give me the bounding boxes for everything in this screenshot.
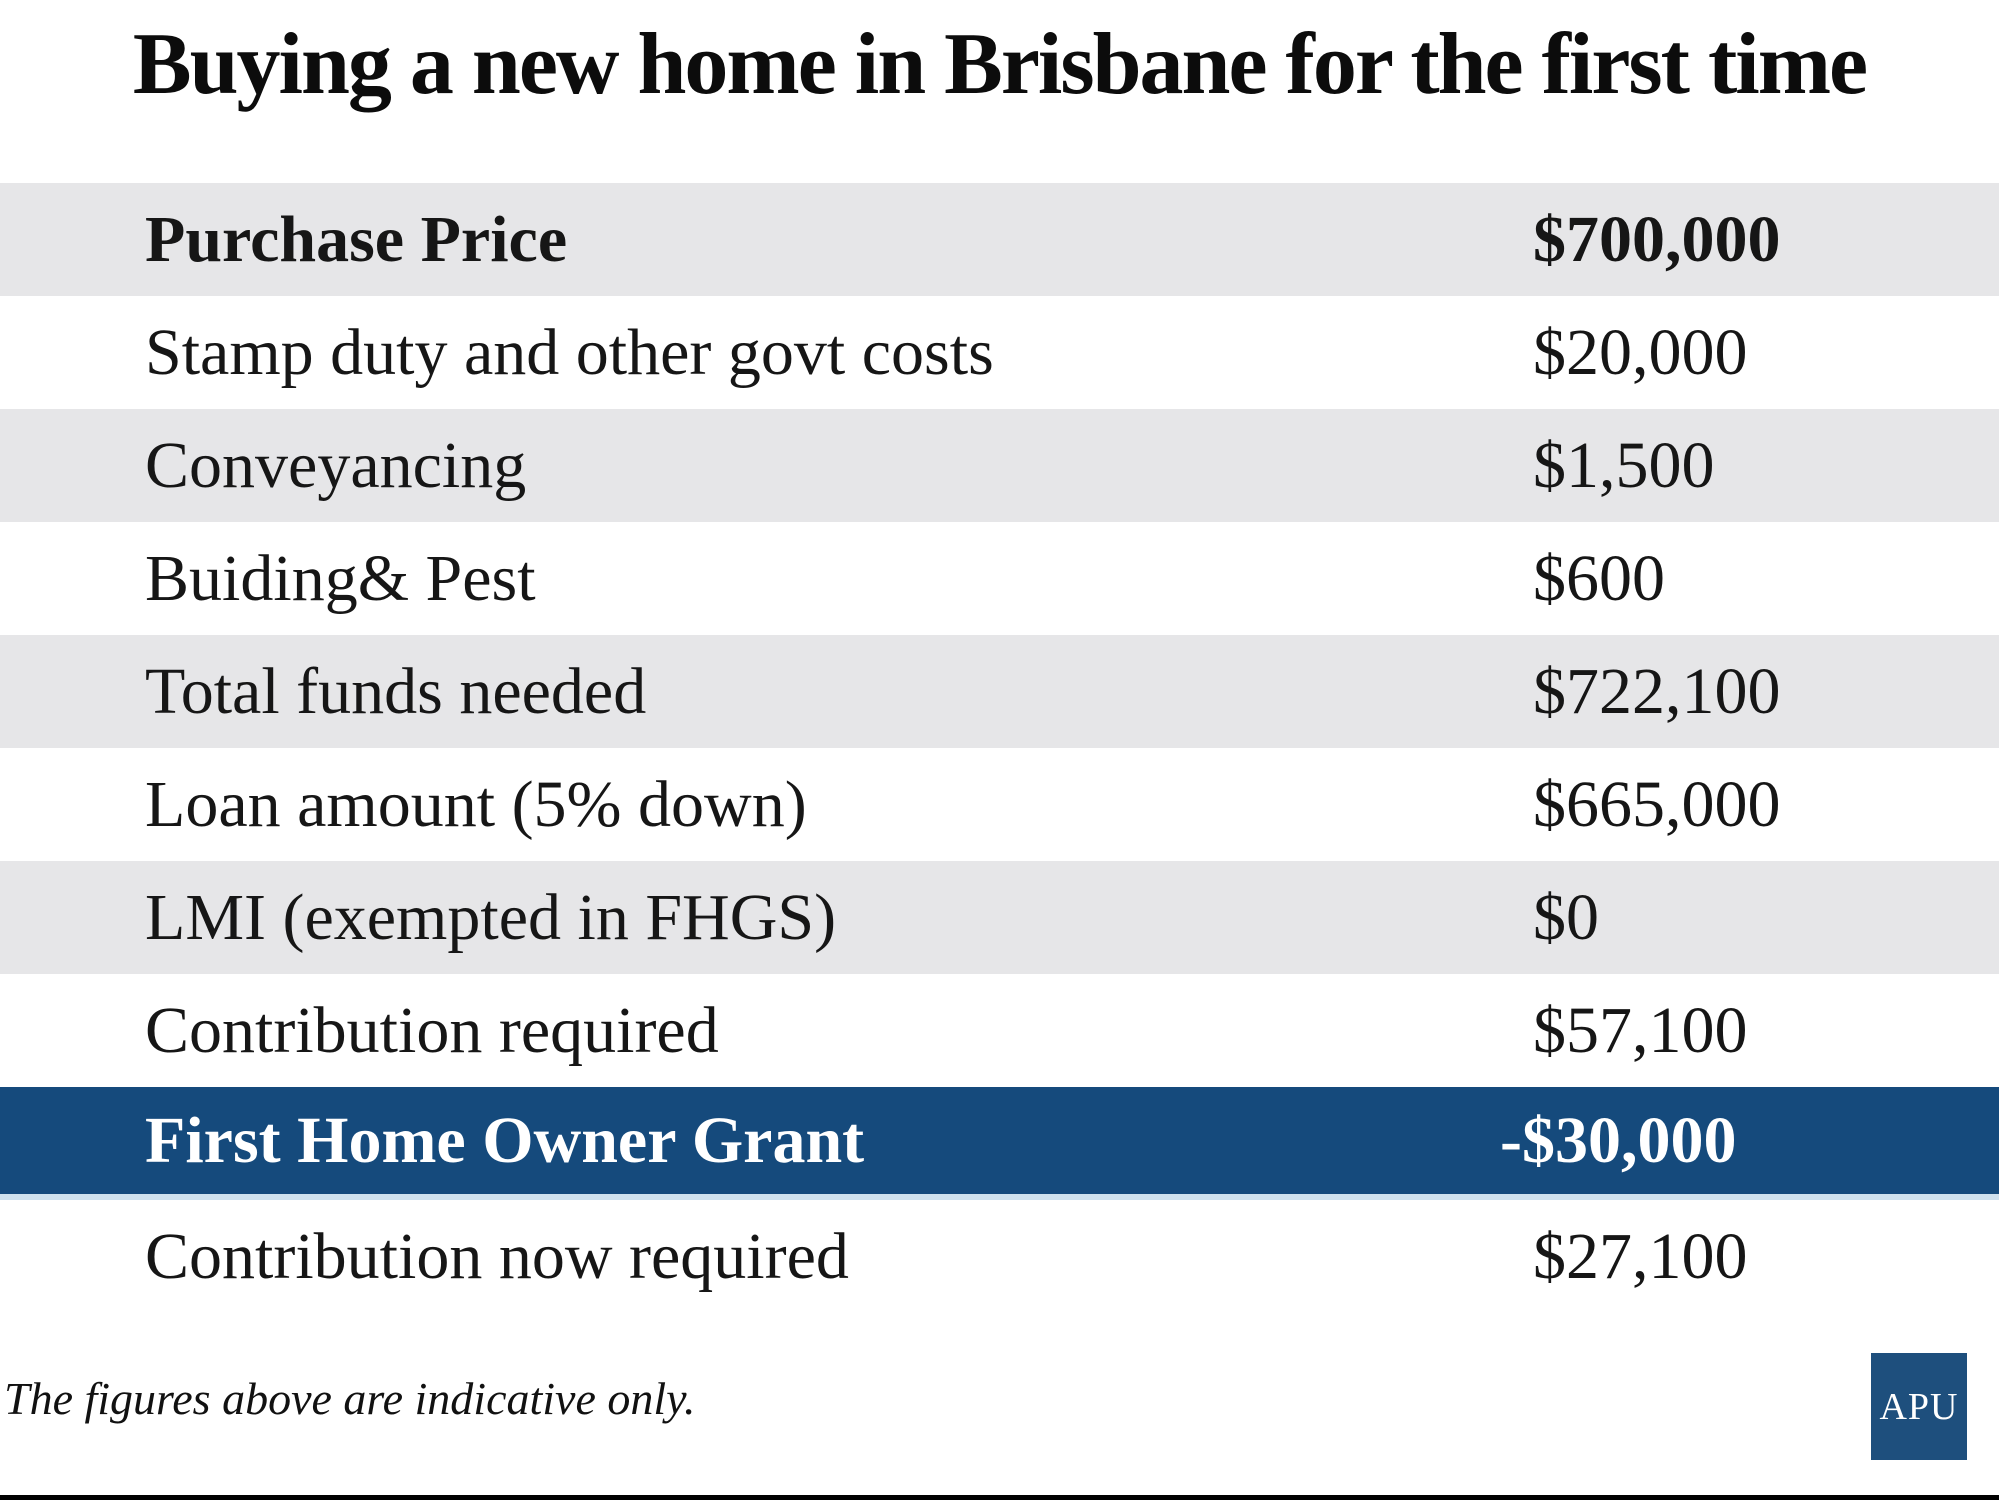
row-value: $700,000 [1533,202,1781,276]
table-row: Purchase Price $700,000 [0,183,1999,296]
row-label: Contribution now required [145,1219,849,1293]
cost-breakdown-table: Purchase Price $700,000 Stamp duty and o… [0,183,1999,1313]
row-value: $722,100 [1533,654,1781,728]
table-row: Loan amount (5% down) $665,000 [0,748,1999,861]
page-title: Buying a new home in Brisbane for the fi… [132,16,1868,113]
table-row: Conveyancing $1,500 [0,409,1999,522]
row-value: $665,000 [1533,767,1781,841]
apu-logo: APU [1871,1353,1967,1460]
row-label: First Home Owner Grant [145,1103,865,1177]
row-value: -$30,000 [1500,1103,1737,1177]
table-row-highlight: First Home Owner Grant -$30,000 [0,1087,1999,1200]
row-label: LMI (exempted in FHGS) [145,880,837,954]
row-value: $27,100 [1533,1219,1748,1293]
row-label: Purchase Price [145,202,568,276]
row-label: Conveyancing [145,428,527,502]
row-value: $0 [1533,880,1599,954]
row-value: $20,000 [1533,315,1748,389]
row-label: Total funds needed [145,654,647,728]
table-row: Contribution now required $27,100 [0,1200,1999,1313]
table-row: Contribution required $57,100 [0,974,1999,1087]
row-value: $600 [1533,541,1665,615]
row-label: Loan amount (5% down) [145,767,807,841]
table-row: Stamp duty and other govt costs $20,000 [0,296,1999,409]
table-row: Buiding& Pest $600 [0,522,1999,635]
table-row: Total funds needed $722,100 [0,635,1999,748]
row-value: $57,100 [1533,993,1748,1067]
table-row: LMI (exempted in FHGS) $0 [0,861,1999,974]
bottom-bar [0,1495,1999,1500]
row-value: $1,500 [1533,428,1715,502]
footer-note: The figures above are indicative only. [4,1373,696,1424]
row-label: Contribution required [145,993,719,1067]
row-label: Stamp duty and other govt costs [145,315,994,389]
row-label: Buiding& Pest [145,541,536,615]
